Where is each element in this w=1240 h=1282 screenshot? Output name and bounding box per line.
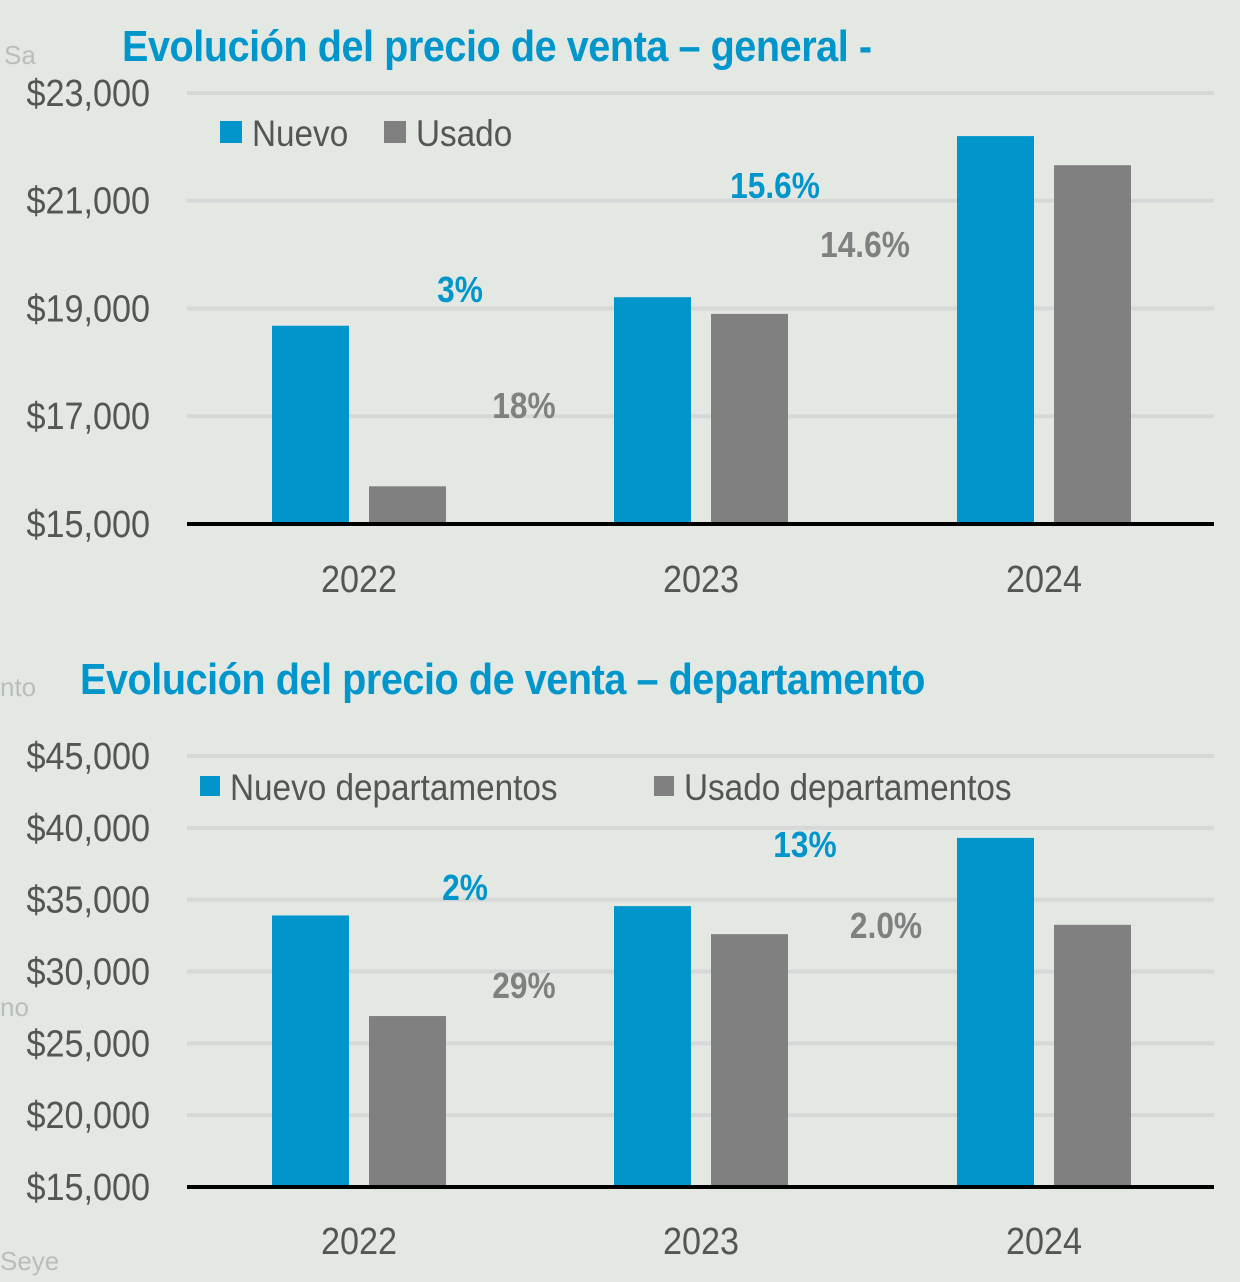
x-tick-label: 2022: [321, 1219, 397, 1262]
y-tick-label: $30,000: [26, 950, 150, 993]
bar-usado-departamentos-2024: [1054, 924, 1131, 1187]
growth-annotation: 13%: [773, 825, 836, 865]
y-tick-label: $45,000: [26, 734, 150, 777]
y-tick-label: $15,000: [26, 1165, 150, 1208]
bar-nuevo-departamentos-2024: [957, 837, 1034, 1187]
legend-label-usado: Usado departamentos: [684, 767, 1012, 808]
growth-annotation: 3%: [437, 270, 483, 310]
bar-nuevo-departamentos-2023: [614, 906, 691, 1187]
x-tick-label: 2023: [663, 557, 739, 600]
growth-annotation: 29%: [492, 966, 555, 1006]
legend-swatch-nuevo: [220, 121, 242, 143]
y-tick-label: $21,000: [26, 179, 150, 222]
bar-nuevo-2022: [272, 325, 349, 524]
chart-title-general: Evolución del precio de venta – general …: [122, 22, 872, 71]
bar-usado-departamentos-2023: [711, 934, 788, 1187]
bar-nuevo-departamentos-2022: [272, 915, 349, 1187]
growth-annotation: 2.0%: [850, 906, 922, 946]
bar-nuevo-2023: [614, 297, 691, 524]
legend-label-usado: Usado: [416, 113, 512, 154]
bar-usado-2024: [1054, 165, 1131, 524]
legend-swatch-nuevo: [200, 776, 220, 796]
background-map-text: nto: [0, 672, 37, 702]
legend-label-nuevo: Nuevo: [252, 113, 348, 154]
background-map-text: Sa: [4, 40, 36, 70]
y-tick-label: $23,000: [26, 71, 150, 114]
x-tick-label: 2022: [321, 557, 397, 600]
growth-annotation: 15.6%: [730, 166, 820, 206]
background-map-text: no: [0, 992, 29, 1022]
growth-annotation: 18%: [492, 386, 555, 426]
y-tick-label: $15,000: [26, 502, 150, 545]
legend-swatch-usado: [654, 776, 674, 796]
y-tick-label: $19,000: [26, 287, 150, 330]
chart-title-departamento: Evolución del precio de venta – departam…: [80, 655, 926, 704]
legend-swatch-usado: [384, 121, 406, 143]
bar-usado-departamentos-2022: [369, 1016, 446, 1187]
x-tick-label: 2023: [663, 1219, 739, 1262]
x-tick-label: 2024: [1006, 557, 1082, 600]
y-tick-label: $40,000: [26, 806, 150, 849]
bar-nuevo-2024: [957, 136, 1034, 524]
growth-annotation: 14.6%: [820, 225, 910, 265]
growth-annotation: 2%: [442, 868, 488, 908]
x-tick-label: 2024: [1006, 1219, 1082, 1262]
y-tick-label: $25,000: [26, 1022, 150, 1065]
y-tick-label: $20,000: [26, 1093, 150, 1136]
background-map-text: Seye: [0, 1246, 60, 1276]
y-tick-label: $35,000: [26, 878, 150, 921]
bar-usado-2023: [711, 313, 788, 524]
bar-usado-2022: [369, 486, 446, 524]
y-tick-label: $17,000: [26, 395, 150, 438]
legend-label-nuevo: Nuevo departamentos: [230, 767, 558, 808]
